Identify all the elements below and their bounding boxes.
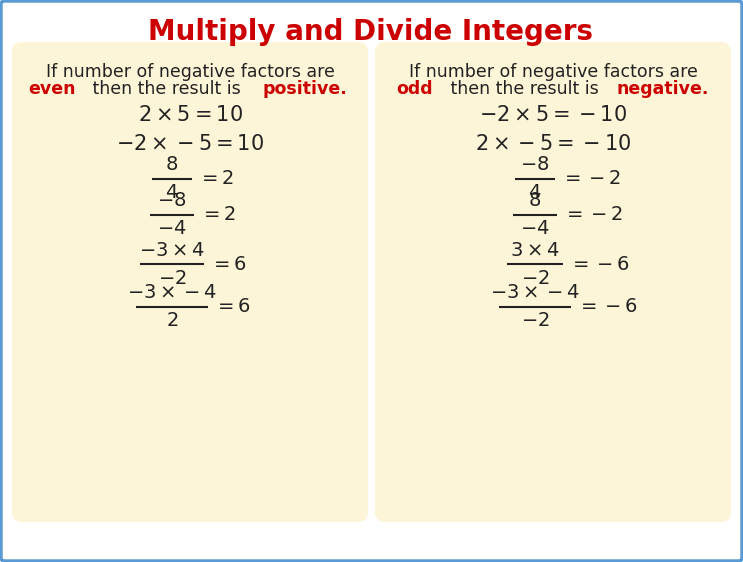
Text: odd: odd [396, 80, 433, 98]
Text: $4$: $4$ [528, 184, 542, 202]
Text: $-2$: $-2$ [521, 269, 549, 288]
Text: $8$: $8$ [166, 156, 178, 174]
Text: $2$: $2$ [166, 311, 178, 330]
Text: $= 6$: $= 6$ [210, 255, 247, 274]
FancyBboxPatch shape [375, 42, 731, 522]
Text: If number of negative factors are: If number of negative factors are [45, 63, 334, 81]
FancyBboxPatch shape [12, 42, 368, 522]
Text: $-2$: $-2$ [521, 311, 549, 330]
Text: even: even [27, 80, 75, 98]
Text: If number of negative factors are: If number of negative factors are [409, 63, 698, 81]
Text: $-8$: $-8$ [158, 192, 186, 211]
Text: $-8$: $-8$ [520, 156, 550, 174]
Text: $-4$: $-4$ [158, 220, 186, 238]
Text: then the result is: then the result is [86, 80, 246, 98]
Text: $= -2$: $= -2$ [563, 206, 623, 224]
Text: $2\times-5=-10$: $2\times-5=-10$ [475, 134, 631, 154]
Text: $-4$: $-4$ [520, 220, 550, 238]
Text: $= -6$: $= -6$ [577, 297, 638, 316]
Text: $-3\times-4$: $-3\times-4$ [127, 283, 217, 302]
Text: positive.: positive. [262, 80, 347, 98]
Text: $-3\times4$: $-3\times4$ [139, 241, 205, 260]
Text: then the result is: then the result is [445, 80, 604, 98]
Text: $4$: $4$ [166, 184, 178, 202]
Text: $= 2$: $= 2$ [200, 206, 236, 224]
Text: $-3\times-4$: $-3\times-4$ [490, 283, 580, 302]
Text: $8$: $8$ [528, 192, 542, 211]
Text: $= -2$: $= -2$ [561, 170, 621, 188]
Text: negative.: negative. [617, 80, 709, 98]
Text: $-2$: $-2$ [158, 269, 186, 288]
Text: $-2\times5=-10$: $-2\times5=-10$ [479, 105, 627, 125]
Text: $3\times4$: $3\times4$ [510, 241, 559, 260]
Text: $-2\times-5=10$: $-2\times-5=10$ [116, 134, 264, 154]
Text: $2\times5=10$: $2\times5=10$ [137, 105, 242, 125]
Text: $= -6$: $= -6$ [569, 255, 630, 274]
Text: $= 6$: $= 6$ [214, 297, 251, 316]
Text: $= 2$: $= 2$ [198, 170, 234, 188]
Text: Multiply and Divide Integers: Multiply and Divide Integers [149, 18, 594, 46]
